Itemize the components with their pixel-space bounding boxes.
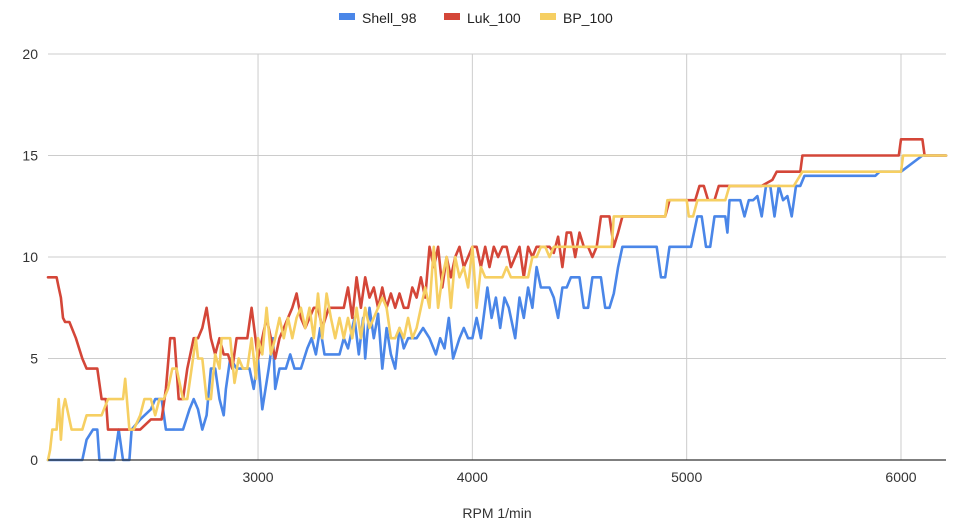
y-tick-label: 10 xyxy=(22,249,38,265)
legend-swatch xyxy=(339,13,355,20)
x-tick-label: 3000 xyxy=(242,469,273,485)
legend-label: Luk_100 xyxy=(467,10,521,26)
series-lines xyxy=(46,138,948,462)
legend-swatch xyxy=(540,13,556,20)
y-tick-label: 0 xyxy=(30,452,38,468)
series-line-bp-100 xyxy=(46,154,948,462)
legend-label: Shell_98 xyxy=(362,10,417,26)
legend[interactable]: Shell_98 Luk_100 BP_100 xyxy=(339,10,613,26)
series-line-shell-98 xyxy=(46,154,948,462)
x-tick-label: 5000 xyxy=(671,469,702,485)
x-axis-title: RPM 1/min xyxy=(462,505,531,521)
legend-item-shell-98[interactable]: Shell_98 xyxy=(339,10,417,26)
axes: 0 5 10 15 20 3000 4000 5000 6000 xyxy=(22,46,946,485)
x-tick-label: 4000 xyxy=(457,469,488,485)
legend-label: BP_100 xyxy=(563,10,613,26)
x-tick-label: 6000 xyxy=(885,469,916,485)
series-line-luk-100 xyxy=(46,138,948,431)
y-tick-label: 20 xyxy=(22,46,38,62)
legend-swatch xyxy=(444,13,460,20)
y-tick-label: 15 xyxy=(22,148,38,164)
y-tick-label: 5 xyxy=(30,351,38,367)
legend-item-luk-100[interactable]: Luk_100 xyxy=(444,10,521,26)
legend-item-bp-100[interactable]: BP_100 xyxy=(540,10,613,26)
